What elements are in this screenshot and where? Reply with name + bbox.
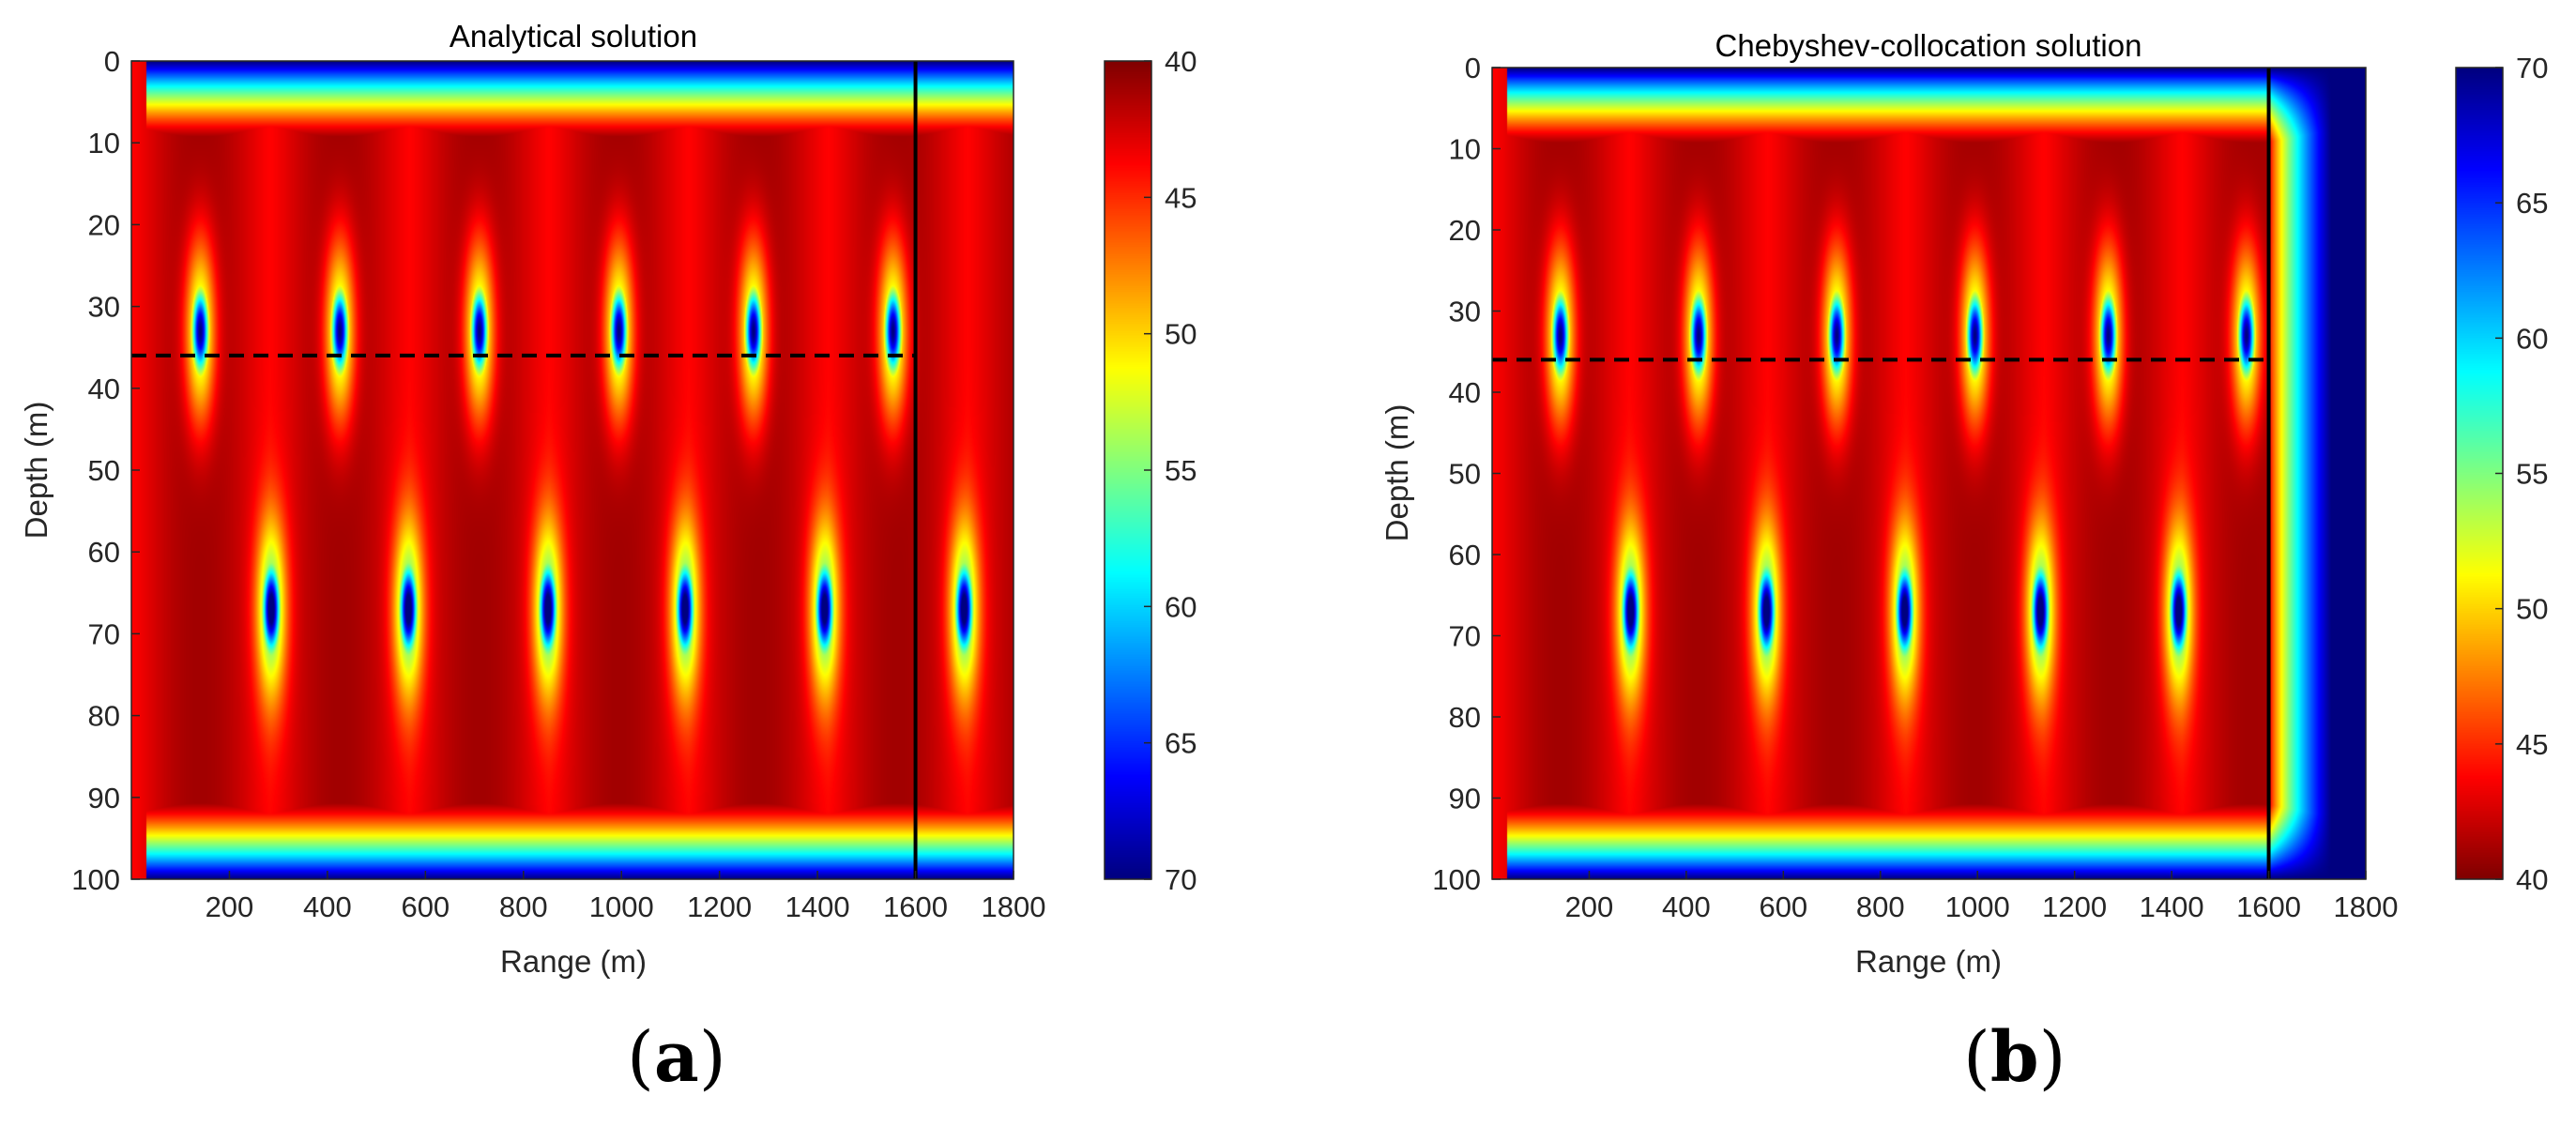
x-tick-label: 1200 [2042,890,2107,923]
colorbar [2456,68,2503,879]
x-tick-label: 400 [303,890,352,923]
y-tick-label: 50 [88,454,120,487]
colorbar-tick-label: 45 [1165,181,1197,214]
y-tick-label: 70 [88,617,120,650]
y-tick-label: 80 [1449,701,1481,734]
x-tick-label: 600 [1759,890,1807,923]
x-tick-label: 1800 [982,890,1046,923]
colorbar-tick-label: 55 [1165,454,1197,487]
y-tick-label: 20 [1449,214,1481,247]
panel-analytical: Analytical solution 200 400 600 800 1000 1200… [19,19,1197,979]
x-tick-label: 800 [1856,890,1905,923]
x-axis-label: Range (m) [500,944,647,979]
y-tick-label: 30 [88,291,120,324]
x-tick-label: 1600 [2236,890,2301,923]
x-tick-label: 800 [499,890,548,923]
y-tick-label: 10 [1449,133,1481,166]
x-tick-label: 1400 [785,890,850,923]
y-tick-label: 10 [88,127,120,160]
colorbar-tick-label: 40 [1165,45,1197,78]
panel-label-b: (b) [1963,1017,2066,1098]
y-tick-label: 20 [88,208,120,241]
y-axis-label: Depth (m) [19,402,53,540]
colorbar [1105,61,1151,879]
y-tick-label: 90 [1449,783,1481,815]
colorbar-tick-label: 60 [1165,590,1197,623]
x-tick-label: 1600 [883,890,948,923]
heatmap-plot-area [131,61,1014,879]
panel-label-a: (a) [627,1017,726,1098]
y-tick-label: 60 [1449,539,1481,571]
x-tick-label: 200 [1565,890,1614,923]
y-tick-label: 90 [88,782,120,814]
colorbar-tick-label: 45 [2516,728,2548,761]
x-tick-label: 1800 [2334,890,2399,923]
colorbar-tick-label: 60 [2516,322,2548,355]
colorbar-tick-label: 70 [1165,863,1197,896]
x-tick-label: 1000 [1945,890,2010,923]
colorbar-tick-label: 50 [2516,593,2548,626]
colorbar-tick-label: 50 [1165,318,1197,351]
y-tick-label: 50 [1449,458,1481,491]
x-tick-label: 1000 [589,890,654,923]
colorbar-tick-label: 65 [1165,727,1197,760]
y-tick-label: 30 [1449,296,1481,328]
colorbar-tick-label: 70 [2516,52,2548,84]
x-axis-label: Range (m) [1855,944,2002,979]
colorbar-tick-label: 65 [2516,187,2548,220]
colorbar-tick-label: 40 [2516,863,2548,896]
y-tick-label: 100 [71,863,120,896]
heatmap-plot-area [1492,68,2366,879]
y-tick-label: 40 [88,373,120,405]
y-tick-label: 80 [88,700,120,733]
chart-title: Analytical solution [450,19,697,53]
y-tick-label: 100 [1432,863,1481,896]
x-tick-label: 1400 [2140,890,2204,923]
y-tick-label: 60 [88,536,120,569]
chart-title: Chebyshev-collocation solution [1715,28,2142,63]
y-tick-label: 0 [1465,52,1481,84]
colorbar-tick-label: 55 [2516,458,2548,491]
x-tick-label: 1200 [687,890,752,923]
y-tick-label: 0 [104,45,120,78]
x-tick-label: 200 [206,890,254,923]
y-tick-label: 70 [1449,620,1481,653]
x-tick-label: 600 [401,890,450,923]
panel-chebyshev: Chebyshev-collocation solution 200 400 600… [1379,28,2548,979]
x-tick-label: 400 [1662,890,1711,923]
y-axis-label: Depth (m) [1379,404,1414,542]
y-tick-label: 40 [1449,376,1481,409]
